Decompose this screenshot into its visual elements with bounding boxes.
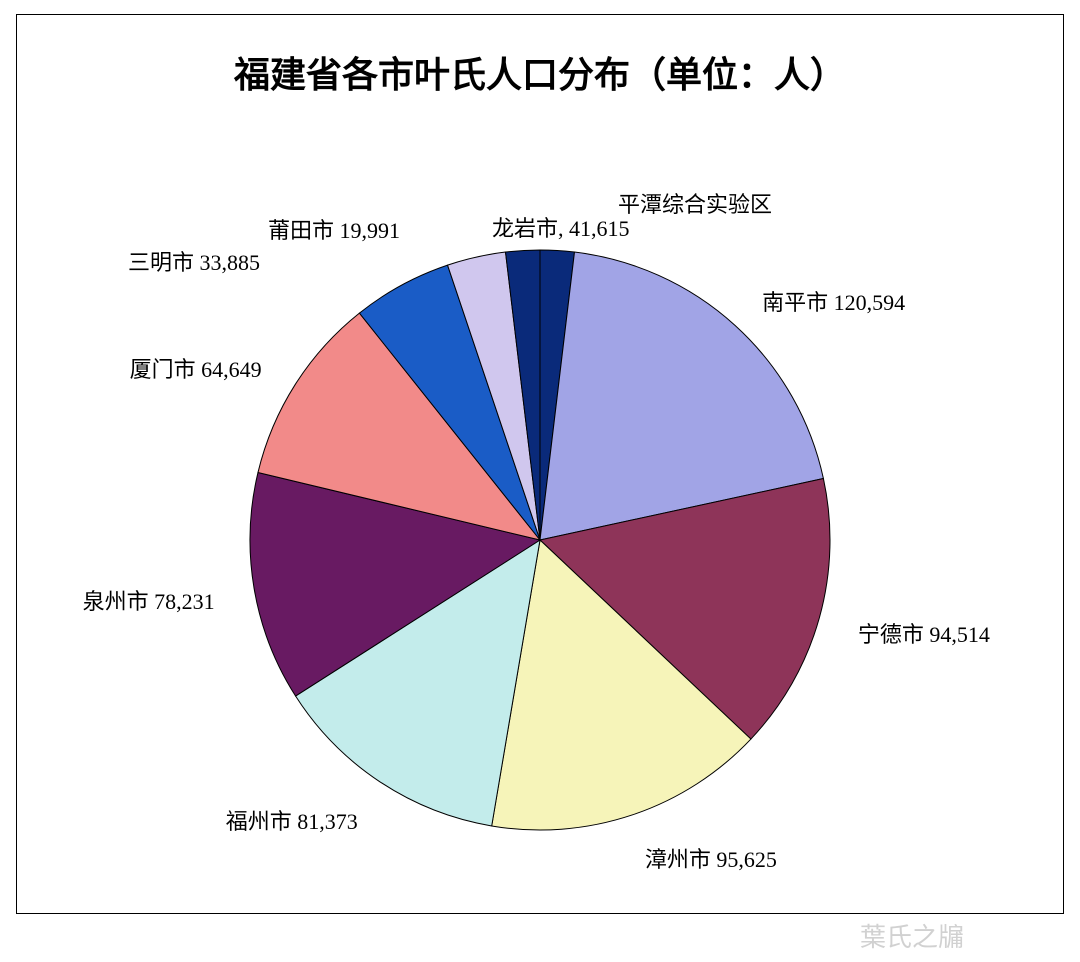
slice-label: 平潭综合实验区 xyxy=(618,187,772,219)
slice-label: 漳州市 95,625 xyxy=(645,842,777,874)
slice-label: 厦门市 64,649 xyxy=(130,352,262,384)
slice-label-overlap: 龙岩市, 41,615 xyxy=(492,211,630,243)
pie-chart xyxy=(0,0,1080,962)
slice-label: 南平市 120,594 xyxy=(762,285,905,317)
watermark-text: 葉氏之牖 xyxy=(860,917,964,954)
slice-label: 三明市 33,885 xyxy=(128,245,260,277)
page-root: { "canvas": { "width": 1080, "height": 9… xyxy=(0,0,1080,962)
slice-label: 福州市 81,373 xyxy=(226,804,358,836)
slice-label: 泉州市 78,231 xyxy=(83,584,215,616)
slice-label: 莆田市 19,991 xyxy=(268,213,400,245)
slice-label: 宁德市 94,514 xyxy=(858,617,990,649)
